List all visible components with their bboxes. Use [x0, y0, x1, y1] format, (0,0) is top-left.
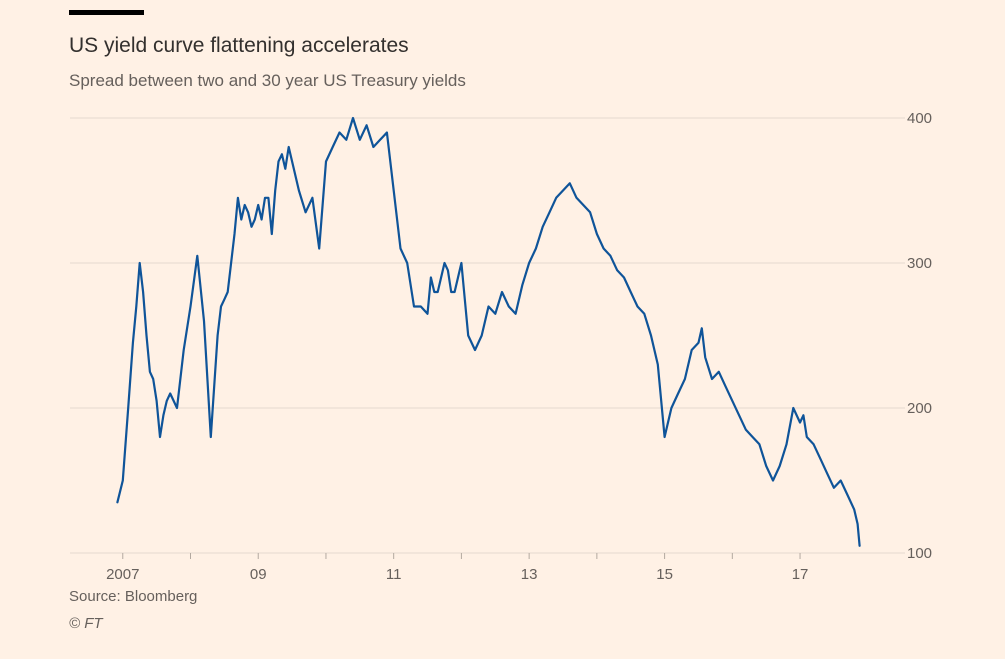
x-tick-label: 17 [792, 566, 809, 583]
x-tick-label: 13 [521, 566, 538, 583]
ft-top-bar [69, 10, 144, 15]
ft-credit: © FT [69, 615, 103, 632]
source-note: Source: Bloomberg [69, 588, 198, 605]
chart-title: US yield curve flattening accelerates [69, 34, 409, 57]
y-tick-label: 200 [907, 400, 932, 417]
x-tick-label: 15 [656, 566, 673, 583]
x-tick-label: 2007 [106, 566, 139, 583]
x-tick-label: 09 [250, 566, 267, 583]
y-tick-label: 300 [907, 255, 932, 272]
x-tick-label: 11 [386, 566, 402, 583]
y-tick-label: 100 [907, 545, 932, 562]
y-tick-label: 400 [907, 110, 932, 127]
chart-subtitle: Spread between two and 30 year US Treasu… [69, 71, 466, 90]
series-line-2s30s-spread [116, 116, 861, 547]
